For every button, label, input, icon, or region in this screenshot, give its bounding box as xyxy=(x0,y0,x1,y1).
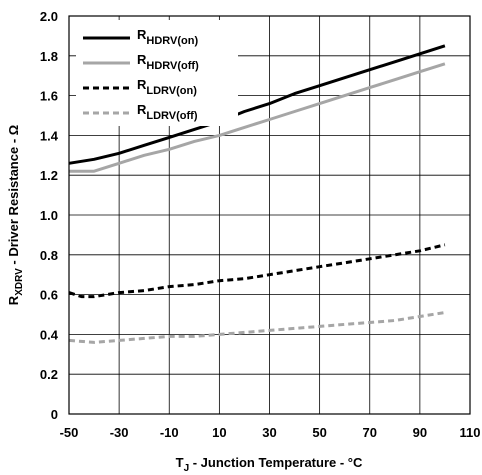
legend-label: RLDRV(off) xyxy=(137,102,198,122)
x-tick-label: 110 xyxy=(460,425,481,440)
y-axis-label: RXDRV - Driver Resistance - Ω xyxy=(6,125,25,305)
legend-label: RHDRV(on) xyxy=(137,27,198,47)
series-line-hdrv-on xyxy=(68,44,446,165)
x-tick-label: 90 xyxy=(413,425,427,440)
series-line-ldrv-on xyxy=(68,243,446,299)
x-tick-label: -30 xyxy=(110,425,129,440)
x-tick-label: 10 xyxy=(212,425,226,440)
y-tick-label: 1.0 xyxy=(40,208,58,223)
y-tick-label: 0.6 xyxy=(40,288,58,303)
y-tick-label: 0.8 xyxy=(40,248,58,263)
legend: RHDRV(on) RHDRV(off) RLDRV(on) RLDRV(off) xyxy=(83,27,199,122)
series-line-ldrv-off xyxy=(68,311,446,344)
y-tick-label: 1.8 xyxy=(40,49,58,64)
x-tick-label: 30 xyxy=(262,425,276,440)
plot-frame xyxy=(68,15,471,415)
legend-label: RHDRV(off) xyxy=(137,52,199,72)
y-tick-label: 2.0 xyxy=(40,9,58,24)
x-tick-label: 70 xyxy=(363,425,377,440)
series-line-hdrv-off xyxy=(69,62,446,173)
y-tick-label: 1.4 xyxy=(40,128,59,143)
x-tick-label: 50 xyxy=(312,425,326,440)
x-tick-label: -10 xyxy=(160,425,179,440)
x-tick-labels: -50 -30 -10 10 30 50 70 90 110 xyxy=(60,425,481,440)
y-tick-label: 1.6 xyxy=(40,89,58,104)
y-tick-label: 0.4 xyxy=(40,327,59,342)
y-tick-label: 0 xyxy=(51,407,58,422)
series-layer xyxy=(68,44,446,344)
y-tick-label: 1.2 xyxy=(40,168,58,183)
y-tick-label: 0.2 xyxy=(40,367,58,382)
x-axis-label: TJ - Junction Temperature - °C xyxy=(176,455,363,474)
y-tick-labels: 0 0.2 0.4 0.6 0.8 1.0 1.2 1.4 1.6 1.8 2.0 xyxy=(40,9,59,422)
x-tick-label: -50 xyxy=(60,425,79,440)
legend-label: RLDRV(on) xyxy=(137,77,197,97)
